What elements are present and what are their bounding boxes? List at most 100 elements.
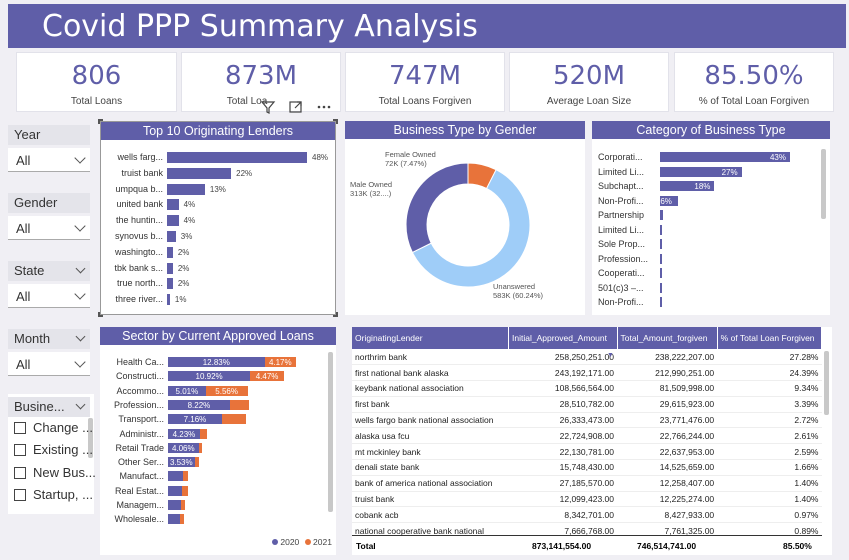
bar[interactable] (660, 253, 662, 264)
slicer-year-dropdown[interactable]: All (8, 148, 90, 172)
bar-2020[interactable] (168, 357, 265, 367)
bar[interactable] (167, 199, 179, 211)
bar[interactable] (660, 224, 663, 235)
checkbox[interactable] (14, 467, 26, 479)
bar[interactable] (660, 152, 790, 162)
chart-sector[interactable]: Sector by Current Approved Loans Health … (100, 327, 336, 555)
table-row[interactable]: northrim bank 258,250,251.00 238,222,207.0… (352, 349, 822, 366)
bar-2020[interactable] (168, 442, 199, 453)
more-options-icon[interactable] (316, 99, 332, 115)
table-row[interactable]: denali state bank 15,748,430.00 14,525,659… (352, 459, 822, 476)
bar-2020[interactable] (168, 414, 222, 425)
bar-2020[interactable] (168, 471, 184, 482)
bar[interactable] (660, 210, 664, 220)
kpi-total-loans-forgiven[interactable]: 747M Total Loans Forgiven (345, 52, 505, 112)
kpi-total-loans[interactable]: 806 Total Loans (16, 52, 177, 112)
bar[interactable] (660, 166, 742, 177)
table-row[interactable]: keybank national association 108,566,564.… (352, 380, 822, 397)
column-header[interactable]: Initial_Approved_Amount (508, 327, 618, 349)
bar[interactable] (167, 262, 173, 274)
column-header[interactable]: Total_Amount_forgiven (617, 327, 718, 349)
bar-2021[interactable] (183, 471, 189, 482)
checkbox[interactable] (14, 422, 26, 434)
column-header[interactable]: OriginatingLender (352, 327, 509, 349)
filter-icon[interactable] (260, 99, 276, 115)
focus-mode-icon[interactable] (288, 99, 304, 115)
resize-handle[interactable] (333, 312, 338, 317)
bar-2021[interactable] (198, 442, 203, 453)
donut-slice-female-owned[interactable] (467, 162, 497, 190)
bar-2021[interactable] (221, 414, 246, 425)
table-row[interactable]: cobank acb 8,342,701.00 8,427,933.00 0.97% (352, 506, 822, 524)
bar-2021[interactable] (205, 385, 248, 396)
table-row[interactable]: truist bank 12,099,423.00 12,225,274.00 1.4… (352, 491, 822, 508)
table-row[interactable]: mt mckinley bank 22,130,781.00 22,637,953.… (352, 443, 822, 461)
slicer-state-dropdown[interactable]: All (8, 284, 90, 308)
table-row[interactable]: alaska usa fcu 22,724,908.00 22,766,244.00… (352, 427, 822, 445)
donut-slice-unanswered[interactable] (411, 169, 531, 288)
slicer-business-title[interactable]: Busine... (8, 397, 90, 417)
bar[interactable] (660, 282, 662, 293)
bar[interactable] (167, 278, 173, 290)
chart-top-lenders[interactable]: Top 10 Originating Lenders wells farg...… (98, 119, 338, 317)
bar-2020[interactable] (168, 457, 195, 468)
bar[interactable] (660, 297, 662, 307)
bar[interactable] (660, 268, 662, 278)
scrollbar[interactable] (88, 418, 93, 458)
bar-2021[interactable] (199, 428, 208, 439)
scrollbar[interactable] (821, 149, 826, 219)
bar-2021[interactable] (180, 500, 186, 510)
column-header[interactable]: % of Total Loan Forgiven (717, 327, 823, 349)
lender-table[interactable]: OriginatingLender Initial_Approved_Amoun… (352, 327, 832, 555)
bar[interactable] (167, 183, 205, 195)
bar-2021[interactable] (250, 371, 284, 382)
resize-handle[interactable] (98, 119, 103, 124)
resize-handle[interactable] (98, 312, 103, 317)
bar[interactable] (167, 246, 173, 258)
bar[interactable] (167, 231, 176, 242)
table-row[interactable]: bank of america national association 27,1… (352, 475, 822, 492)
bar-2021[interactable] (180, 514, 184, 525)
bar-2021[interactable] (264, 357, 296, 367)
resize-handle[interactable] (333, 119, 338, 124)
chart-gender-donut[interactable]: Business Type by Gender Unanswered 583K (… (345, 121, 585, 315)
checkbox[interactable] (14, 489, 26, 501)
checkbox[interactable] (14, 444, 26, 456)
scrollbar[interactable] (328, 352, 333, 512)
bar[interactable] (660, 181, 715, 191)
slicer-state-title[interactable]: State (8, 261, 90, 281)
bar-2021[interactable] (229, 399, 249, 410)
kpi-average-loan-size[interactable]: 520M Average Loan Size (509, 52, 669, 112)
slicer-month-dropdown[interactable]: All (8, 352, 90, 376)
bar-2021[interactable] (194, 457, 200, 468)
donut-slice-male-owned[interactable] (405, 162, 469, 254)
bar[interactable] (167, 215, 179, 227)
table-row[interactable]: first national bank alaska 243,192,171.00… (352, 364, 822, 382)
sort-caret-icon[interactable]: ▼ (607, 352, 614, 359)
kpi-value: 747M (388, 61, 462, 91)
chevron-down-icon (74, 152, 86, 164)
table-row[interactable]: first bank 28,510,782.00 29,615,923.00 3.39… (352, 396, 822, 413)
bar-2021[interactable] (181, 485, 188, 496)
table-cell: cobank acb (352, 506, 509, 524)
bar[interactable] (660, 195, 679, 206)
kpi-total-loan-amount[interactable]: 873M Total Loa (181, 52, 341, 115)
bar[interactable] (167, 294, 170, 306)
slicer-month-title[interactable]: Month (8, 329, 90, 349)
table-cell: 212,990,251.00 (617, 364, 718, 382)
chart-category[interactable]: Category of Business Type Corporati... 43… (592, 121, 830, 315)
bar-2020[interactable] (168, 385, 206, 396)
scrollbar[interactable] (824, 351, 829, 415)
bar-2020[interactable] (168, 399, 230, 410)
bar-2020[interactable] (168, 371, 251, 382)
bar-2020[interactable] (168, 514, 181, 525)
bar[interactable] (167, 152, 307, 163)
slicer-gender-dropdown[interactable]: All (8, 216, 90, 240)
bar[interactable] (167, 167, 232, 179)
bar-2020[interactable] (168, 485, 182, 496)
bar-2020[interactable] (168, 500, 181, 510)
table-row[interactable]: wells fargo bank national association 26,… (352, 412, 822, 429)
bar[interactable] (660, 239, 662, 249)
kpi-pct-forgiven[interactable]: 85.50% % of Total Loan Forgiven (674, 52, 834, 112)
bar-2020[interactable] (168, 428, 200, 439)
